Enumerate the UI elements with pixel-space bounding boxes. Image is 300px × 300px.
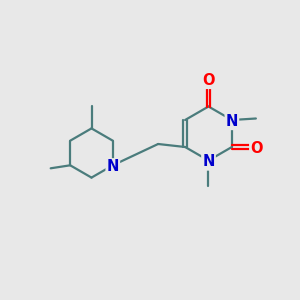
Text: N: N [202, 154, 215, 169]
Text: O: O [202, 73, 215, 88]
Text: N: N [106, 159, 119, 174]
Text: N: N [226, 114, 238, 129]
Text: O: O [250, 141, 263, 156]
